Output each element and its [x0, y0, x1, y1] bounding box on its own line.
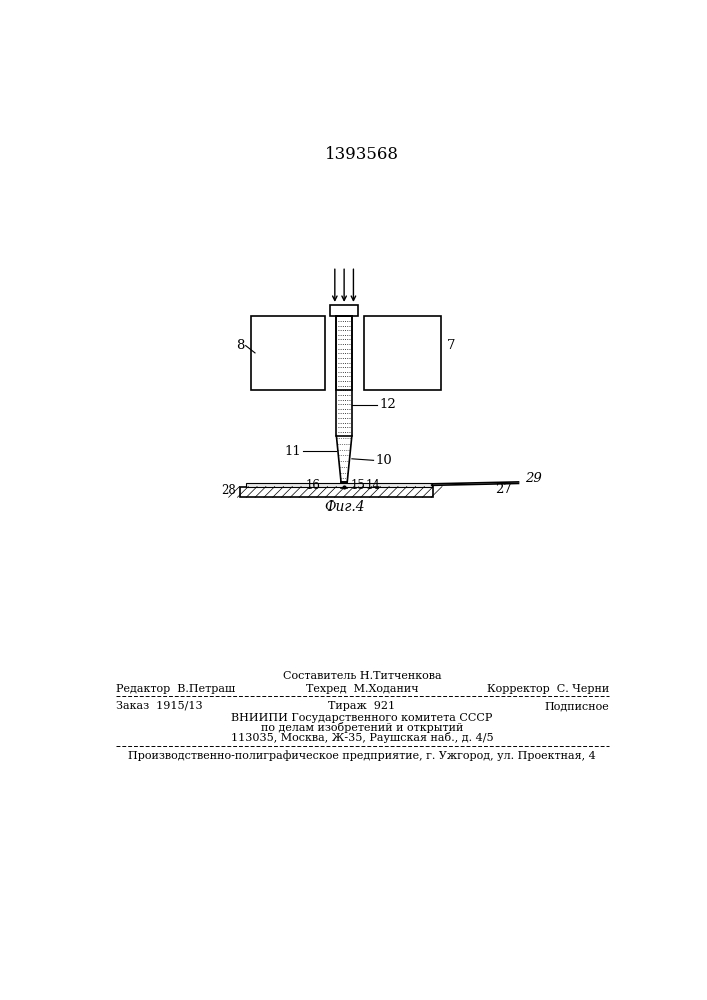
Text: 27: 27 — [495, 483, 512, 496]
Text: Составитель Н.Титченкова: Составитель Н.Титченкова — [283, 671, 441, 681]
Bar — [341, 482, 347, 488]
Bar — [337, 316, 352, 389]
Text: 15: 15 — [351, 479, 366, 492]
Text: 12: 12 — [379, 398, 396, 411]
Bar — [240, 487, 433, 497]
Text: по делам изобретений и открытий: по делам изобретений и открытий — [261, 722, 463, 733]
Bar — [246, 483, 432, 487]
Text: 16: 16 — [306, 479, 321, 492]
Bar — [330, 305, 358, 316]
Text: Корректор  С. Черни: Корректор С. Черни — [487, 684, 609, 694]
Text: 113035, Москва, Ж-35, Раушская наб., д. 4/5: 113035, Москва, Ж-35, Раушская наб., д. … — [230, 732, 493, 743]
Text: 11: 11 — [285, 445, 301, 458]
Bar — [251, 316, 325, 389]
Text: 8: 8 — [237, 339, 245, 352]
Text: 10: 10 — [375, 454, 392, 467]
Text: Техред  М.Ходанич: Техред М.Ходанич — [305, 684, 419, 694]
Text: Редактор  В.Петраш: Редактор В.Петраш — [115, 684, 235, 694]
Text: 29: 29 — [525, 472, 542, 485]
Bar — [363, 316, 441, 389]
Text: ВНИИПИ Государственного комитета СССР: ВНИИПИ Государственного комитета СССР — [231, 713, 493, 723]
Text: 28: 28 — [221, 484, 235, 497]
Text: Заказ  1915/13: Заказ 1915/13 — [115, 701, 202, 711]
Text: Подписное: Подписное — [544, 701, 609, 711]
Text: Фиг.4: Фиг.4 — [324, 500, 364, 514]
Text: Производственно-полиграфическое предприятие, г. Ужгород, ул. Проектная, 4: Производственно-полиграфическое предприя… — [128, 751, 596, 761]
Text: 7: 7 — [448, 339, 456, 352]
Text: 1393568: 1393568 — [325, 146, 399, 163]
Text: 14: 14 — [366, 479, 380, 492]
Text: Тираж  921: Тираж 921 — [328, 701, 395, 711]
Bar — [337, 316, 352, 436]
